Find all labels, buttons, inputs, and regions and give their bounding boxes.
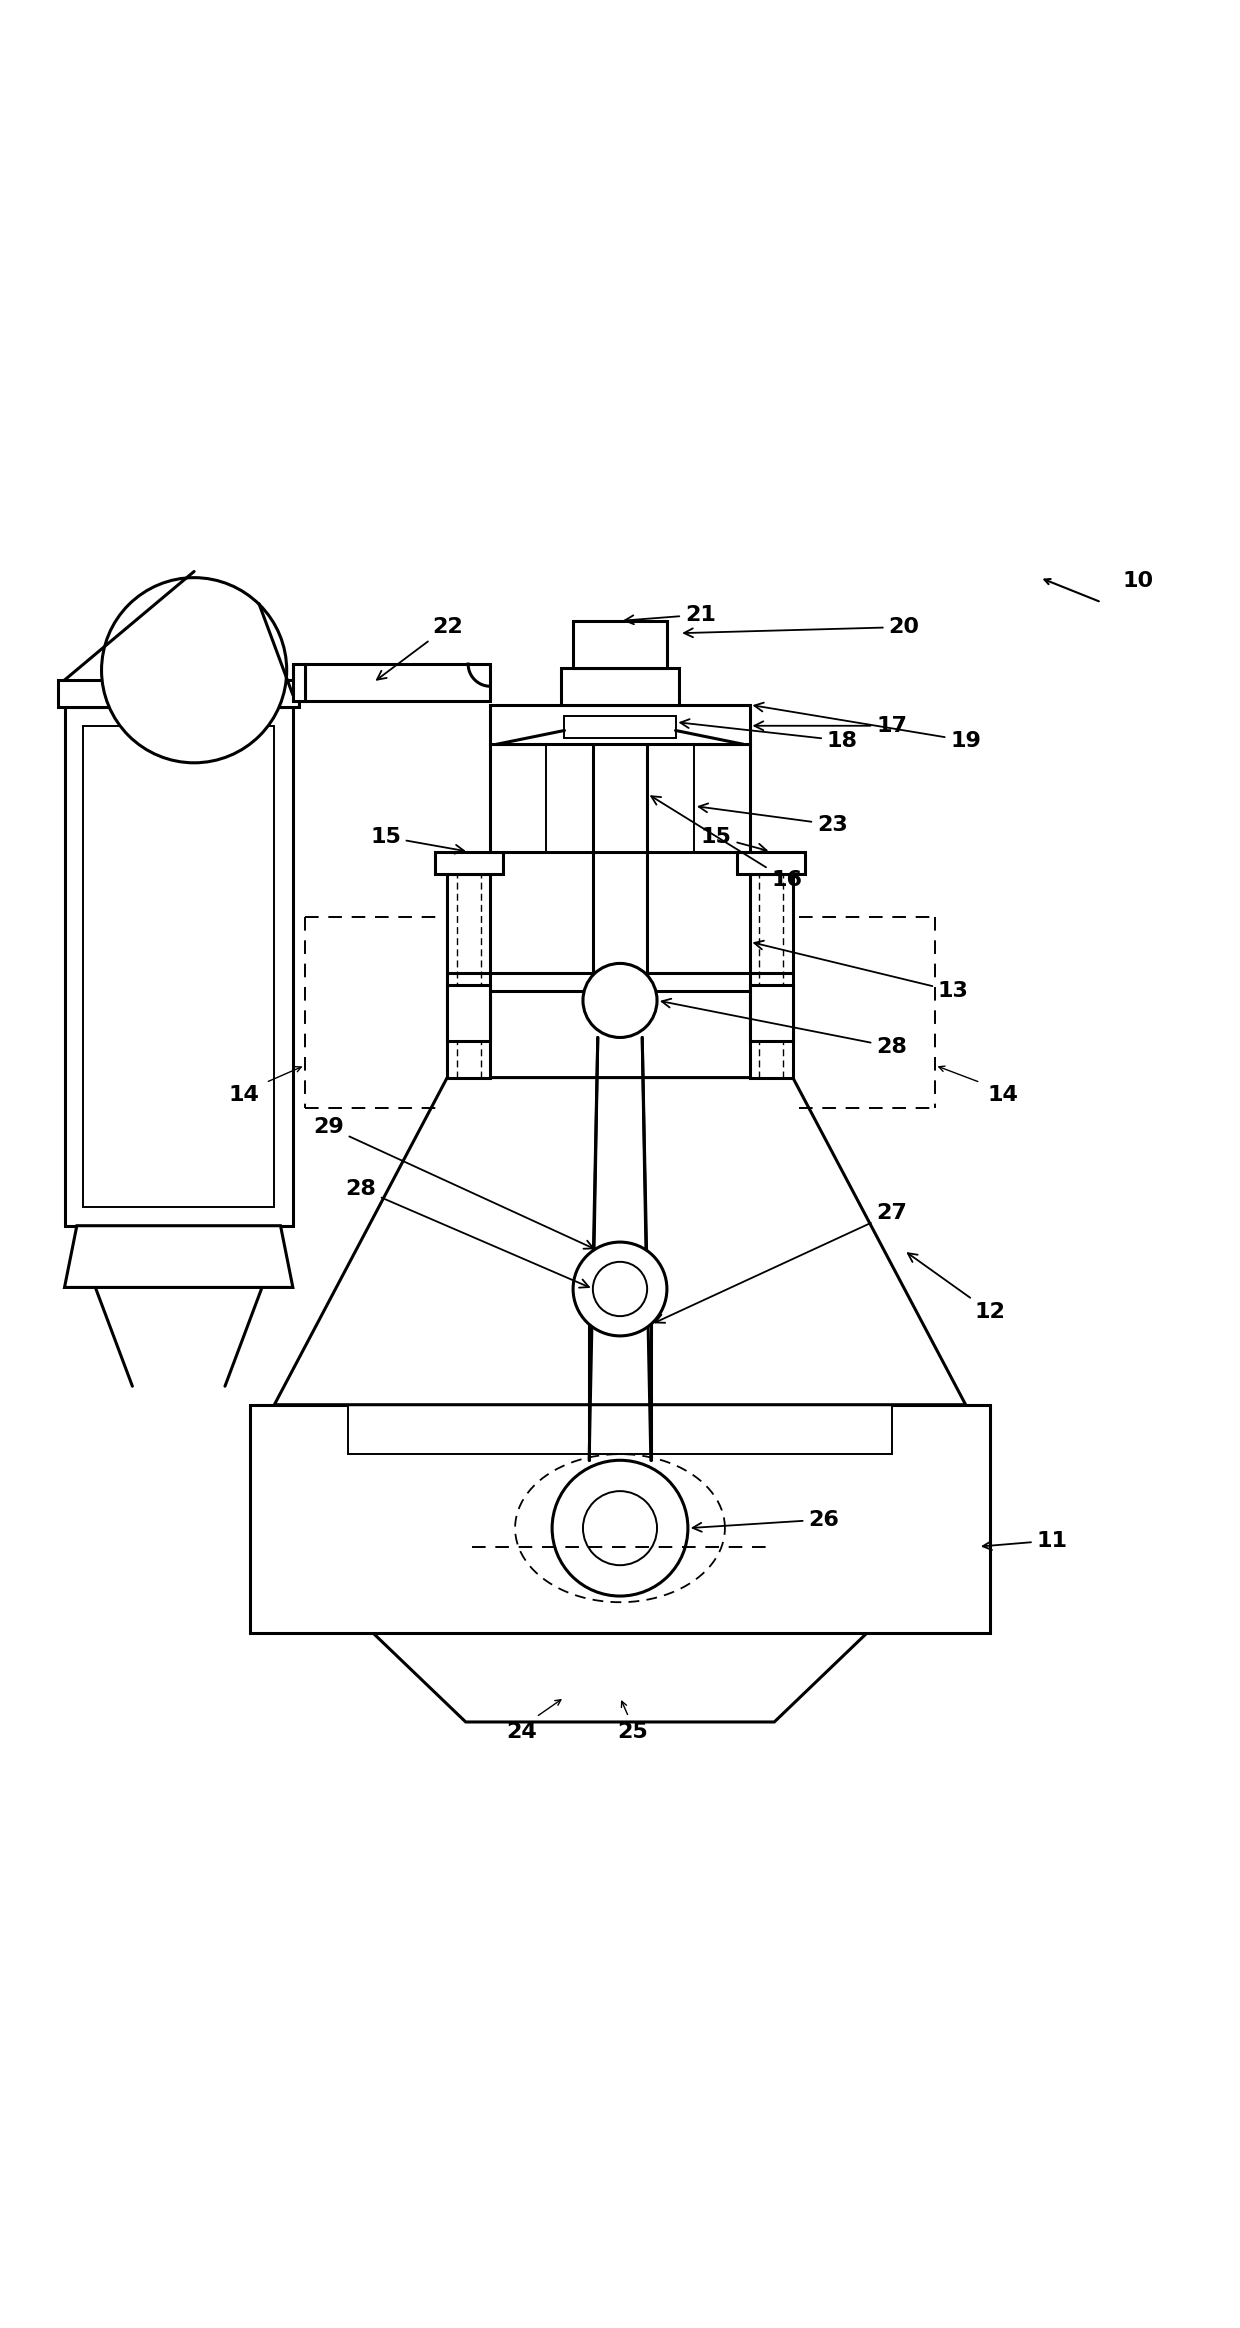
Text: 22: 22 xyxy=(377,617,463,680)
Bar xyxy=(293,663,305,701)
Text: 17: 17 xyxy=(754,715,908,736)
Text: 21: 21 xyxy=(625,605,715,624)
Polygon shape xyxy=(373,1632,867,1723)
Text: 11: 11 xyxy=(983,1529,1068,1550)
Text: 14: 14 xyxy=(228,1085,259,1106)
Text: 18: 18 xyxy=(681,719,858,750)
Text: 13: 13 xyxy=(754,941,968,1001)
Circle shape xyxy=(593,1262,647,1315)
Text: 25: 25 xyxy=(618,1723,647,1741)
Bar xyxy=(58,680,299,708)
Bar xyxy=(564,717,676,738)
Text: 27: 27 xyxy=(655,1204,906,1322)
Polygon shape xyxy=(64,1227,293,1287)
Text: 12: 12 xyxy=(908,1252,1006,1322)
Text: 26: 26 xyxy=(693,1509,839,1532)
Text: 15: 15 xyxy=(701,826,766,852)
Bar xyxy=(348,1404,892,1455)
Polygon shape xyxy=(274,1078,966,1404)
Text: 23: 23 xyxy=(699,803,848,833)
Bar xyxy=(560,668,680,705)
Bar xyxy=(490,745,750,852)
Circle shape xyxy=(552,1460,688,1597)
Bar xyxy=(546,731,694,852)
Bar xyxy=(573,622,667,668)
Circle shape xyxy=(573,1243,667,1336)
Text: 20: 20 xyxy=(684,617,919,638)
Text: 14: 14 xyxy=(987,1085,1018,1106)
Circle shape xyxy=(102,577,286,764)
Bar xyxy=(435,852,502,873)
Bar xyxy=(64,708,293,1227)
Text: 16: 16 xyxy=(651,796,802,889)
Text: 10: 10 xyxy=(1123,570,1154,591)
Bar xyxy=(490,705,750,745)
Text: 29: 29 xyxy=(314,1117,594,1248)
Circle shape xyxy=(583,1492,657,1564)
Text: 24: 24 xyxy=(506,1723,537,1741)
Bar xyxy=(249,1404,991,1632)
Text: 28: 28 xyxy=(345,1178,589,1287)
Text: 15: 15 xyxy=(370,826,464,854)
Text: 19: 19 xyxy=(754,703,981,750)
Bar xyxy=(448,985,490,1041)
Bar xyxy=(738,852,805,873)
Bar xyxy=(305,663,490,701)
Text: 28: 28 xyxy=(662,999,906,1057)
Bar xyxy=(83,726,274,1208)
Bar xyxy=(448,873,490,1078)
Bar xyxy=(750,985,792,1041)
Circle shape xyxy=(583,964,657,1038)
Bar xyxy=(750,873,792,1078)
